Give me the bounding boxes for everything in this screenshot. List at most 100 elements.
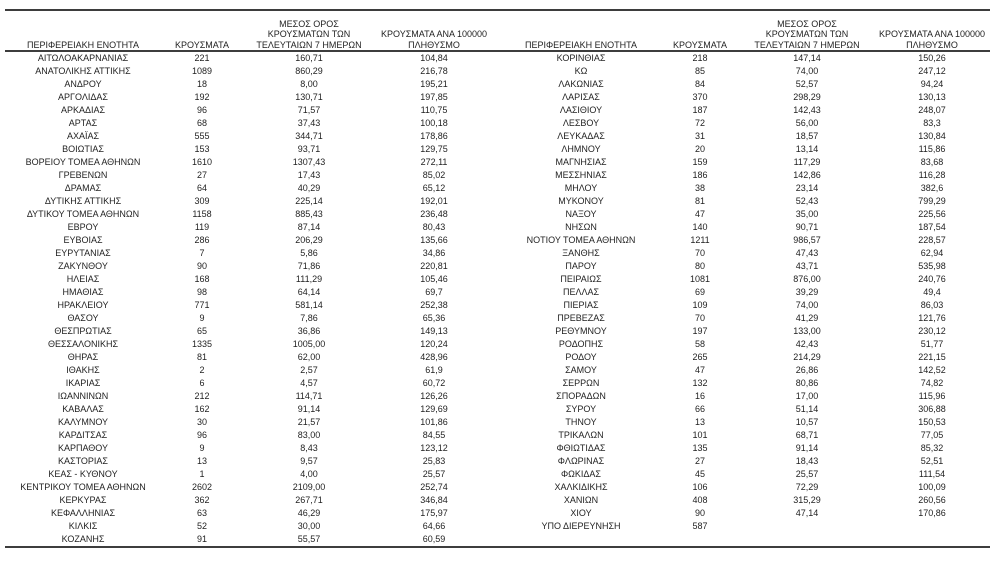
cases-cell: 70 xyxy=(694,313,705,323)
per100k-cell: 126,26 xyxy=(420,391,448,401)
table-row: ΔΥΤΙΚΗΣ ΑΤΤΙΚΗΣ 309 225,14 192,01 xyxy=(7,195,495,208)
region-name-cell: ΝΗΣΩΝ xyxy=(565,222,597,232)
table-row: ΧΑΝΙΩΝ 408 315,29 260,56 xyxy=(505,494,993,507)
avg7-cell: 26,86 xyxy=(795,365,819,375)
per100k-cell: 195,21 xyxy=(420,79,448,89)
table-row: ΧΑΛΚΙΔΙΚΗΣ 106 72,29 100,09 xyxy=(505,481,993,494)
per100k-cell: 252,74 xyxy=(420,482,448,492)
region-name-cell: ΗΛΕΙΑΣ xyxy=(66,274,100,284)
col-header-per100k-line2: ΠΛΗΘΥΣΜΟ xyxy=(408,39,460,50)
table-row: ΡΟΔΟΠΗΣ 58 42,43 51,77 xyxy=(505,338,993,351)
avg7-cell: 344,71 xyxy=(295,131,323,141)
cases-cell: 1335 xyxy=(191,339,213,349)
cases-cell: 187 xyxy=(692,105,708,115)
region-name-cell: ΑΡΚΑΔΙΑΣ xyxy=(60,105,106,115)
avg7-cell: 80,86 xyxy=(795,378,819,388)
table-row: ΚΑΣΤΟΡΙΑΣ 13 9,57 25,83 xyxy=(7,455,495,468)
cases-cell: 70 xyxy=(694,248,705,258)
region-name-cell: ΜΑΓΝΗΣΙΑΣ xyxy=(555,157,607,167)
region-name-cell: ΣΠΟΡΑΔΩΝ xyxy=(556,391,606,401)
per100k-cell: 170,86 xyxy=(918,508,946,518)
cases-cell: 153 xyxy=(194,144,210,154)
region-name-cell: ΜΕΣΣΗΝΙΑΣ xyxy=(555,170,607,180)
avg7-cell: 39,29 xyxy=(795,287,819,297)
table-row: ΚΑΡΔΙΤΣΑΣ 96 83,00 84,55 xyxy=(7,429,495,442)
cases-cell: 84 xyxy=(694,79,705,89)
cases-cell: 90 xyxy=(694,508,705,518)
per100k-cell: 535,98 xyxy=(918,261,946,271)
region-name-cell: ΛΕΥΚΑΔΑΣ xyxy=(557,131,605,141)
avg7-cell: 111,29 xyxy=(295,274,323,284)
per100k-cell: 197,85 xyxy=(420,92,448,102)
avg7-cell: 56,00 xyxy=(795,118,819,128)
per100k-cell: 64,66 xyxy=(422,521,446,531)
avg7-cell: 117,29 xyxy=(793,157,821,167)
avg7-cell: 40,29 xyxy=(297,183,321,193)
table-row: ΚΟΖΑΝΗΣ 91 55,57 60,59 xyxy=(7,533,495,546)
cases-cell: 1081 xyxy=(689,274,711,284)
per100k-cell: 65,12 xyxy=(422,183,446,193)
table-row: ΠΡΕΒΕΖΑΣ 70 41,29 121,76 xyxy=(505,312,993,325)
col-header-avg7-line2: ΚΡΟΥΣΜΑΤΩΝ ΤΩΝ xyxy=(765,29,849,39)
region-name-cell: ΤΡΙΚΑΛΩΝ xyxy=(558,430,604,440)
cases-cell: 1089 xyxy=(191,66,213,76)
per100k-cell: 110,75 xyxy=(420,105,448,115)
avg7-cell: 17,00 xyxy=(795,391,819,401)
col-header-per100k-line1: ΚΡΟΥΣΜΑΤΑ ΑΝΑ 100000 xyxy=(381,29,487,39)
per100k-cell: 84,55 xyxy=(422,430,446,440)
region-name-cell: ΒΟΡΕΙΟΥ ΤΟΜΕΑ ΑΘΗΝΩΝ xyxy=(25,157,141,167)
avg7-cell: 62,00 xyxy=(297,352,321,362)
col-header-region: ΠΕΡΙΦΕΡΕΙΑΚΗ ΕΝΟΤΗΤΑ xyxy=(7,11,159,52)
table-row: ΛΑΣΙΘΙΟΥ 187 142,43 248,07 xyxy=(505,104,993,117)
region-name-cell: ΠΑΡΟΥ xyxy=(565,261,597,271)
region-name-cell: ΒΟΙΩΤΙΑΣ xyxy=(62,144,104,154)
avg7-cell: 876,00 xyxy=(793,274,821,284)
avg7-cell: 860,29 xyxy=(295,66,323,76)
cases-cell: 286 xyxy=(194,235,210,245)
table-row: ΘΕΣΣΑΛΟΝΙΚΗΣ 1335 1005,00 120,24 xyxy=(7,338,495,351)
per100k-cell: 129,75 xyxy=(420,144,448,154)
table-row: ΗΜΑΘΙΑΣ 98 64,14 69,7 xyxy=(7,286,495,299)
cases-cell: 96 xyxy=(196,105,207,115)
col-header-region-line: ΠΕΡΙΦΕΡΕΙΑΚΗ ΕΝΟΤΗΤΑ xyxy=(524,39,638,50)
avg7-cell: 2,57 xyxy=(300,365,318,375)
table-body-right: ΚΟΡΙΝΘΙΑΣ 218 147,14 150,26 ΚΩ 85 74,00 247,12 Λ… xyxy=(505,52,993,533)
cases-cell: 2602 xyxy=(191,482,213,492)
table-row: ΚΕΦΑΛΛΗΝΙΑΣ 63 46,29 175,97 xyxy=(7,507,495,520)
region-name-cell: ΛΑΚΩΝΙΑΣ xyxy=(558,79,604,89)
per100k-cell: 178,86 xyxy=(420,131,448,141)
avg7-cell: 74,00 xyxy=(795,300,819,310)
per100k-cell: 123,12 xyxy=(420,443,448,453)
cases-cell: 218 xyxy=(692,53,708,63)
table-row: ΦΘΙΩΤΙΔΑΣ 135 91,14 85,32 xyxy=(505,442,993,455)
per100k-cell: 101,86 xyxy=(420,417,448,427)
region-name-cell: ΕΥΒΟΙΑΣ xyxy=(63,235,103,245)
avg7-cell: 23,14 xyxy=(795,183,819,193)
per100k-cell: 34,86 xyxy=(422,248,446,258)
cases-cell: 9 xyxy=(199,443,205,453)
avg7-cell: 21,57 xyxy=(297,417,321,427)
avg7-cell: 8,43 xyxy=(300,443,318,453)
col-header-avg7-line2: ΚΡΟΥΣΜΑΤΩΝ ΤΩΝ xyxy=(267,29,351,39)
table-row: ΕΥΡΥΤΑΝΙΑΣ 7 5,86 34,86 xyxy=(7,247,495,260)
table-row: ΝΗΣΩΝ 140 90,71 187,54 xyxy=(505,221,993,234)
table-row: ΚΙΛΚΙΣ 52 30,00 64,66 xyxy=(7,520,495,533)
region-name-cell: ΡΕΘΥΜΝΟΥ xyxy=(555,326,607,336)
avg7-cell: 1005,00 xyxy=(292,339,326,349)
per100k-cell: 83,68 xyxy=(920,157,944,167)
table-row: ΑΡΚΑΔΙΑΣ 96 71,57 110,75 xyxy=(7,104,495,117)
region-name-cell: ΑΡΓΟΛΙΔΑΣ xyxy=(58,92,108,102)
avg7-cell: 47,43 xyxy=(795,248,819,258)
cases-cell: 1 xyxy=(199,469,205,479)
avg7-cell: 90,71 xyxy=(795,222,819,232)
col-header-region-line: ΠΕΡΙΦΕΡΕΙΑΚΗ ΕΝΟΤΗΤΑ xyxy=(26,39,140,50)
region-name-cell: ΞΑΝΘΗΣ xyxy=(562,248,600,258)
cases-cell: 81 xyxy=(196,352,207,362)
avg7-cell: 42,43 xyxy=(795,339,819,349)
cases-cell: 90 xyxy=(196,261,207,271)
per100k-cell: 149,13 xyxy=(420,326,448,336)
cases-cell: 98 xyxy=(196,287,207,297)
table-row: ΘΕΣΠΡΩΤΙΑΣ 65 36,86 149,13 xyxy=(7,325,495,338)
avg7-cell: 10,57 xyxy=(795,417,819,427)
table-row: ΔΡΑΜΑΣ 64 40,29 65,12 xyxy=(7,182,495,195)
